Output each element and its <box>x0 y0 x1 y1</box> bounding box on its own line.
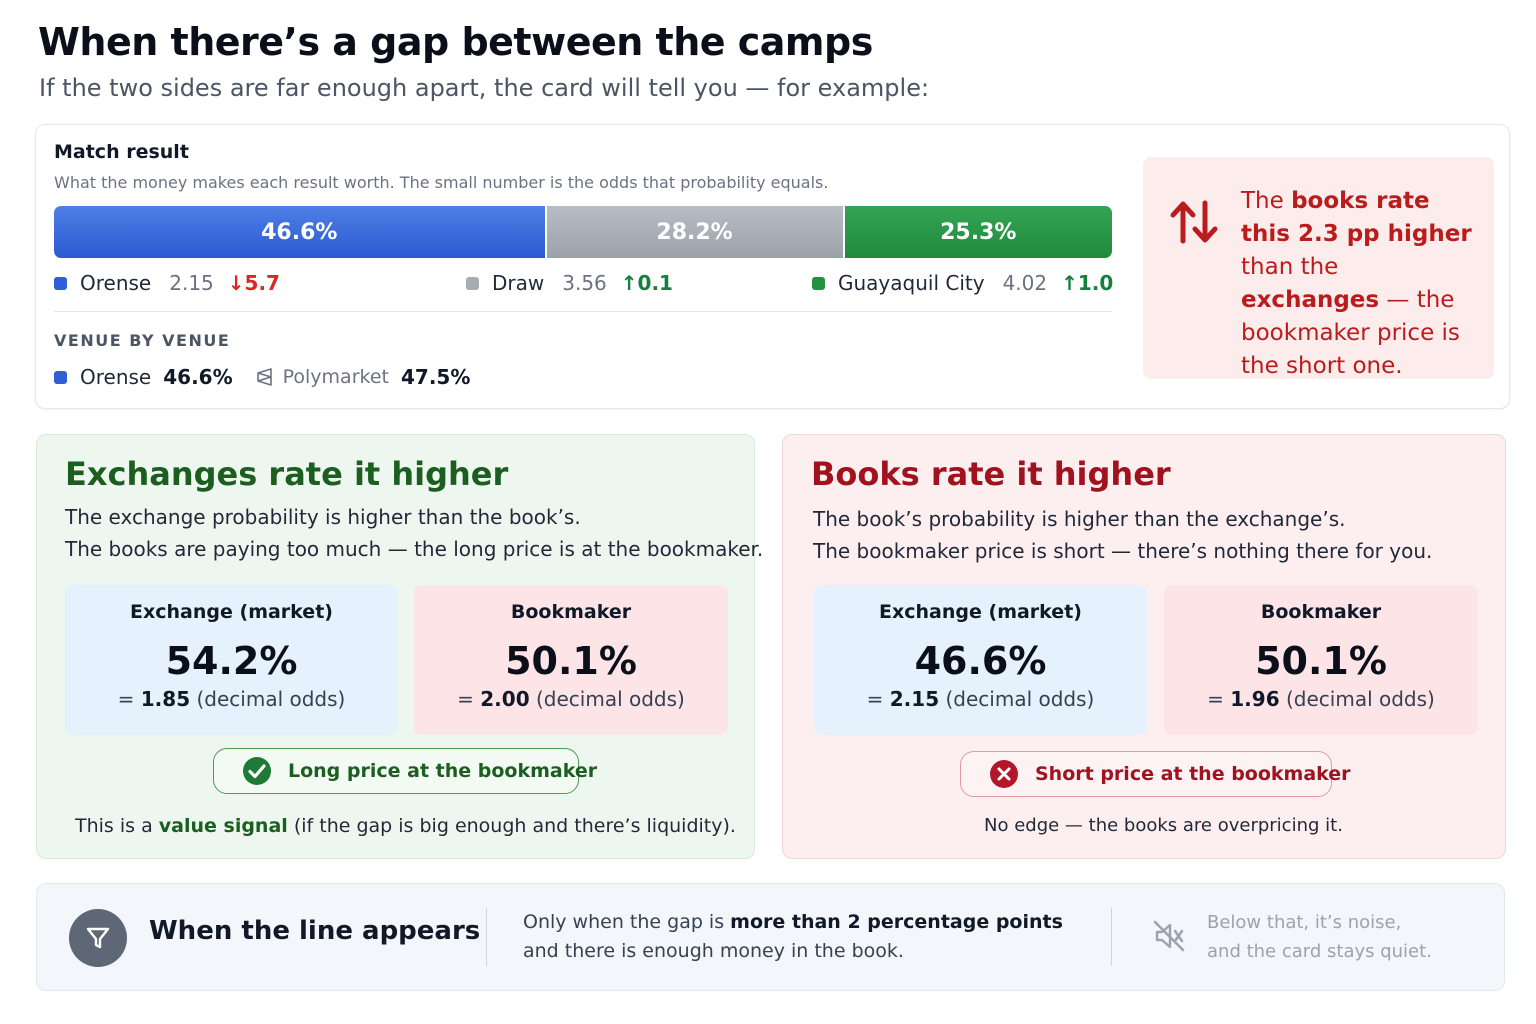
arrow-up-icon: ↑ <box>620 271 638 295</box>
bookmaker-odds: = 1.96 (decimal odds) <box>1207 687 1435 711</box>
strip-divider <box>1111 908 1112 966</box>
match-result-card: Match result What the money makes each r… <box>35 124 1510 409</box>
long-price-label: Long price at the bookmaker <box>288 760 598 782</box>
mute-icon <box>1151 918 1187 954</box>
bookmaker-value: 50.1% <box>1255 639 1387 683</box>
bar-segment-home: 46.6% <box>54 206 547 258</box>
exchange-market-odds: = 2.15 (decimal odds) <box>866 687 1095 711</box>
match-result-description: What the money makes each result worth. … <box>54 173 829 192</box>
venue-team-pct: 46.6% <box>163 365 233 389</box>
exchange-market-box: Exchange (market) 54.2% = 1.85 (decimal … <box>65 585 398 735</box>
page-subtitle: If the two sides are far enough apart, t… <box>39 74 930 102</box>
bookmaker-odds: = 2.00 (decimal odds) <box>457 687 685 711</box>
value-signal-note: This is a value signal (if the gap is bi… <box>75 815 736 837</box>
venue-team-name: Orense <box>80 365 152 389</box>
exchange-market-box: Exchange (market) 46.6% = 2.15 (decimal … <box>814 585 1147 735</box>
polymarket-icon <box>255 367 275 387</box>
legend-away-name: Guayaquil City <box>838 271 985 295</box>
exchanges-panel-line-2: The books are paying too much — the long… <box>65 537 764 561</box>
venue-row: Orense 46.6% Polymarket 47.5% <box>54 363 470 391</box>
exchange-market-odds: = 1.85 (decimal odds) <box>117 687 346 711</box>
exchange-market-label: Exchange (market) <box>879 601 1082 623</box>
exchange-market-label: Exchange (market) <box>130 601 333 623</box>
bookmaker-box: Bookmaker 50.1% = 2.00 (decimal odds) <box>414 585 728 735</box>
line-appears-strip: When the line appears Only when the gap … <box>36 883 1505 991</box>
legend-away-move: ↑1.0 <box>1061 271 1114 295</box>
books-panel-line-2: The bookmaker price is short — there’s n… <box>813 539 1433 563</box>
venue-by-venue-label: VENUE BY VENUE <box>54 331 231 350</box>
filter-icon <box>69 909 127 967</box>
exchange-market-value: 54.2% <box>165 639 298 683</box>
check-circle-icon <box>242 756 272 786</box>
legend-draw-swatch <box>466 276 479 290</box>
bookmaker-value: 50.1% <box>505 639 637 683</box>
bookmaker-label: Bookmaker <box>510 601 632 623</box>
gap-alert: The books rate this 2.3 pp higher than t… <box>1143 157 1494 379</box>
page-title: When there’s a gap between the camps <box>38 20 873 64</box>
line-appears-condition: Only when the gap is more than 2 percent… <box>523 911 1063 962</box>
books-panel-title: Books rate it higher <box>811 455 1171 493</box>
venue-name: Polymarket <box>282 366 389 388</box>
arrow-up-icon: ↑ <box>1061 271 1078 295</box>
legend-home-name: Orense <box>80 271 152 295</box>
venue-pct: 47.5% <box>400 365 471 389</box>
legend-home-odds: 2.15 <box>169 271 214 295</box>
venue-team-swatch <box>54 370 67 384</box>
x-circle-icon <box>989 759 1019 789</box>
match-result-title: Match result <box>54 141 189 163</box>
bar-segment-away: 25.3% <box>844 206 1112 258</box>
probability-bar: 46.6% 28.2% 25.3% <box>54 206 1112 258</box>
strip-divider <box>486 908 487 966</box>
legend-away-odds: 4.02 <box>1002 271 1048 295</box>
line-appears-heading: When the line appears <box>149 916 481 946</box>
legend-draw-name: Draw <box>492 271 545 295</box>
bookmaker-label: Bookmaker <box>1260 601 1382 623</box>
no-edge-note: No edge — the books are overpricing it. <box>984 815 1343 836</box>
section-divider <box>54 311 1112 312</box>
books-panel-line-1: The book’s probability is higher than th… <box>813 507 1346 531</box>
legend-home-swatch <box>54 276 67 290</box>
legend-draw-odds: 3.56 <box>562 271 607 295</box>
books-higher-panel: Books rate it higher The book’s probabil… <box>782 434 1506 859</box>
short-price-label: Short price at the bookmaker <box>1035 763 1351 785</box>
legend-draw: Draw 3.56 ↑0.1 <box>466 269 673 297</box>
exchanges-panel-title: Exchanges rate it higher <box>65 455 509 493</box>
arrow-down-icon: ↓ <box>227 271 245 295</box>
legend-draw-move: ↑0.1 <box>620 271 673 295</box>
noise-note: Below that, it’s noise, and the card sta… <box>1207 912 1432 962</box>
legend-home: Orense 2.15 ↓5.7 <box>54 269 280 297</box>
exchange-market-value: 46.6% <box>914 639 1047 683</box>
short-price-badge: Short price at the bookmaker <box>960 751 1351 797</box>
legend-away: Guayaquil City 4.02 ↑1.0 <box>812 269 1113 297</box>
arrows-up-down-icon <box>1169 199 1219 249</box>
long-price-badge: Long price at the bookmaker <box>213 748 597 794</box>
exchanges-panel-line-1: The exchange probability is higher than … <box>65 505 581 529</box>
legend-home-move: ↓5.7 <box>227 271 280 295</box>
gap-alert-text: The books rate this 2.3 pp higher than t… <box>1241 188 1472 379</box>
exchanges-higher-panel: Exchanges rate it higher The exchange pr… <box>36 434 763 859</box>
bookmaker-box: Bookmaker 50.1% = 1.96 (decimal odds) <box>1164 585 1478 735</box>
bar-segment-draw: 28.2% <box>546 206 845 258</box>
legend-away-swatch <box>812 276 825 290</box>
